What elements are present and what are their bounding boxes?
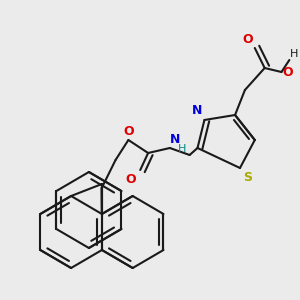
Text: N: N [170,133,180,146]
Text: N: N [192,104,202,117]
Text: O: O [242,33,253,46]
Text: O: O [123,125,134,138]
Text: H: H [178,144,186,154]
Text: O: O [126,173,136,186]
Text: O: O [282,65,293,79]
Text: H: H [290,49,299,59]
Text: S: S [243,171,252,184]
